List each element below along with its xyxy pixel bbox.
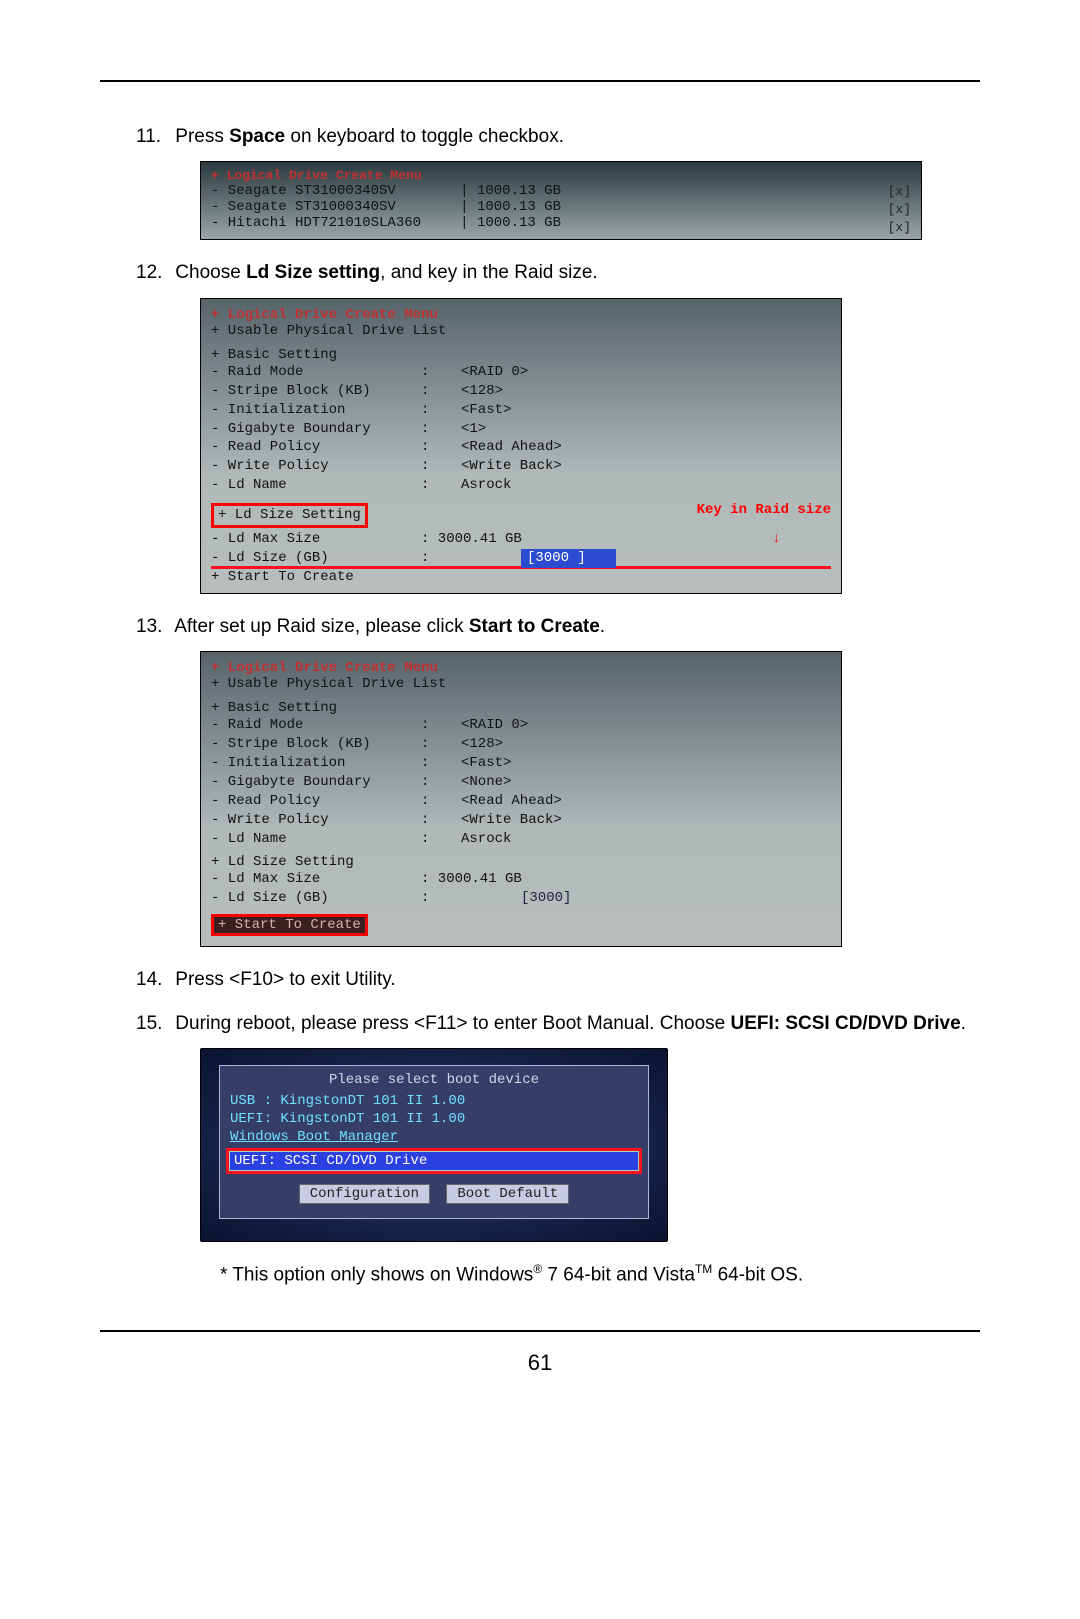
highlighted-row: + Ld Size Setting Key in Raid size bbox=[211, 501, 831, 530]
screenshot-boot-device: Please select boot device USB : Kingston… bbox=[200, 1048, 668, 1242]
step-text-pre: During reboot, please press <F11> to ent… bbox=[175, 1013, 730, 1034]
drive-size: | 1000.13 GB bbox=[441, 215, 567, 231]
setting-row: - Ld Name:Asrock bbox=[211, 476, 831, 495]
ld-size-value: [3000] bbox=[521, 889, 571, 908]
step-text-post: . bbox=[961, 1013, 966, 1034]
setting-row: - Stripe Block (KB):<128> bbox=[211, 382, 831, 401]
ld-size-setting-highlight[interactable]: + Ld Size Setting bbox=[211, 503, 368, 528]
setting-row: - Gigabyte Boundary:<None> bbox=[211, 773, 831, 792]
setting-row: - Read Policy:<Read Ahead> bbox=[211, 792, 831, 811]
configuration-button[interactable]: Configuration bbox=[299, 1184, 430, 1204]
step-text-bold: Space bbox=[229, 126, 285, 147]
step-text-post: on keyboard to toggle checkbox. bbox=[285, 126, 564, 147]
setting-row: - Stripe Block (KB):<128> bbox=[211, 735, 831, 754]
step-14: 14. Press <F10> to exit Utility. bbox=[136, 965, 980, 994]
setting-row: - Ld Max Size: 3000.41 GB ↓ bbox=[211, 530, 831, 549]
trademark-mark: TM bbox=[695, 1262, 712, 1276]
page-number: 61 bbox=[100, 1350, 980, 1376]
start-to-create-highlight[interactable]: + Start To Create bbox=[211, 914, 368, 936]
screenshot-start-to-create: + Logical Drive Create Menu + Usable Phy… bbox=[200, 651, 842, 947]
footnote: * This option only shows on Windows® 7 6… bbox=[220, 1260, 980, 1290]
step-15: 15. During reboot, please press <F11> to… bbox=[136, 1009, 980, 1038]
drive-name: - Seagate ST31000340SV bbox=[211, 199, 441, 215]
step-number: 13. bbox=[136, 612, 170, 641]
drive-name: - Hitachi HDT721010SLA360 bbox=[211, 215, 441, 231]
step-text-post: , and key in the Raid size. bbox=[380, 262, 598, 283]
screenshot-ld-size-setting: + Logical Drive Create Menu + Usable Phy… bbox=[200, 298, 842, 594]
boot-option-selected-highlight: UEFI: SCSI CD/DVD Drive bbox=[226, 1148, 642, 1174]
setting-row: - Gigabyte Boundary:<1> bbox=[211, 420, 831, 439]
step-number: 15. bbox=[136, 1009, 170, 1038]
menu-title: + Logical Drive Create Menu bbox=[211, 168, 911, 183]
boot-option[interactable]: Windows Boot Manager bbox=[228, 1128, 640, 1146]
screenshot-drive-list: + Logical Drive Create Menu - Seagate ST… bbox=[200, 161, 922, 240]
boot-device-title: Please select boot device bbox=[228, 1072, 640, 1088]
step-number: 14. bbox=[136, 965, 170, 994]
menu-title: + Logical Drive Create Menu bbox=[211, 307, 831, 323]
step-12: 12. Choose Ld Size setting, and key in t… bbox=[136, 258, 980, 287]
setting-row: - Ld Name:Asrock bbox=[211, 830, 831, 849]
bottom-rule bbox=[100, 1330, 980, 1332]
step-text-bold: UEFI: SCSI CD/DVD Drive bbox=[730, 1013, 960, 1034]
menu-line: + Usable Physical Drive List bbox=[211, 323, 831, 339]
step-text-post: . bbox=[600, 616, 605, 637]
setting-row: - Initialization:<Fast> bbox=[211, 401, 831, 420]
setting-row: - Write Policy:<Write Back> bbox=[211, 457, 831, 476]
step-text-pre: Choose bbox=[175, 262, 246, 283]
setting-row: - Ld Size (GB):[3000] bbox=[211, 889, 831, 908]
step-text: Press <F10> to exit Utility. bbox=[175, 969, 395, 990]
start-to-create[interactable]: + Start To Create bbox=[211, 569, 831, 585]
boot-option-selected[interactable]: UEFI: SCSI CD/DVD Drive bbox=[229, 1151, 639, 1171]
drive-size: | 1000.13 GB bbox=[441, 199, 567, 215]
arrow-down-icon: ↓ bbox=[772, 530, 780, 549]
document-page: 11. Press Space on keyboard to toggle ch… bbox=[100, 0, 980, 1416]
boot-buttons: Configuration Boot Default bbox=[228, 1184, 640, 1204]
step-13: 13. After set up Raid size, please click… bbox=[136, 612, 980, 641]
step-number: 11. bbox=[136, 122, 170, 151]
setting-row: - Read Policy:<Read Ahead> bbox=[211, 438, 831, 457]
ld-size-input[interactable]: [3000 ] bbox=[521, 549, 616, 568]
boot-option[interactable]: UEFI: KingstonDT 101 II 1.00 bbox=[228, 1110, 640, 1128]
registered-mark: ® bbox=[533, 1262, 542, 1276]
drive-row: - Seagate ST31000340SV | 1000.13 GB [x] bbox=[211, 199, 911, 215]
footnote-mid: 7 64-bit and Vista bbox=[542, 1264, 695, 1285]
step-text-pre: Press bbox=[175, 126, 229, 147]
top-rule bbox=[100, 80, 980, 82]
section-heading: + Basic Setting bbox=[211, 700, 831, 716]
step-text-bold: Ld Size setting bbox=[246, 262, 380, 283]
setting-row: - Write Policy:<Write Back> bbox=[211, 811, 831, 830]
drive-row: - Seagate ST31000340SV | 1000.13 GB [x] bbox=[211, 183, 911, 199]
boot-device-frame: Please select boot device USB : Kingston… bbox=[219, 1065, 649, 1219]
section-heading: + Ld Size Setting bbox=[211, 854, 831, 870]
step-11: 11. Press Space on keyboard to toggle ch… bbox=[136, 122, 980, 151]
drive-row: - Hitachi HDT721010SLA360 | 1000.13 GB [… bbox=[211, 215, 911, 231]
drive-checkbox[interactable]: [x] bbox=[888, 202, 911, 217]
setting-row: - Initialization:<Fast> bbox=[211, 754, 831, 773]
step-number: 12. bbox=[136, 258, 170, 287]
setting-row: - Ld Max Size: 3000.41 GB bbox=[211, 870, 831, 889]
footnote-pre: * This option only shows on Windows bbox=[220, 1264, 533, 1285]
setting-row: - Raid Mode:<RAID 0> bbox=[211, 363, 831, 382]
boot-option[interactable]: USB : KingstonDT 101 II 1.00 bbox=[228, 1092, 640, 1110]
drive-name: - Seagate ST31000340SV bbox=[211, 183, 441, 199]
key-in-raid-size-label: Key in Raid size bbox=[697, 501, 831, 530]
menu-line: + Usable Physical Drive List bbox=[211, 676, 831, 692]
menu-title: + Logical Drive Create Menu bbox=[211, 660, 831, 676]
footnote-post: 64-bit OS. bbox=[712, 1264, 803, 1285]
drive-checkbox[interactable]: [x] bbox=[888, 184, 911, 199]
boot-default-button[interactable]: Boot Default bbox=[446, 1184, 569, 1204]
step-text-pre: After set up Raid size, please click bbox=[174, 616, 469, 637]
section-heading: + Basic Setting bbox=[211, 347, 831, 363]
step-text-bold: Start to Create bbox=[469, 616, 600, 637]
drive-checkbox[interactable]: [x] bbox=[888, 220, 911, 235]
drive-size: | 1000.13 GB bbox=[441, 183, 567, 199]
setting-row: - Raid Mode:<RAID 0> bbox=[211, 716, 831, 735]
